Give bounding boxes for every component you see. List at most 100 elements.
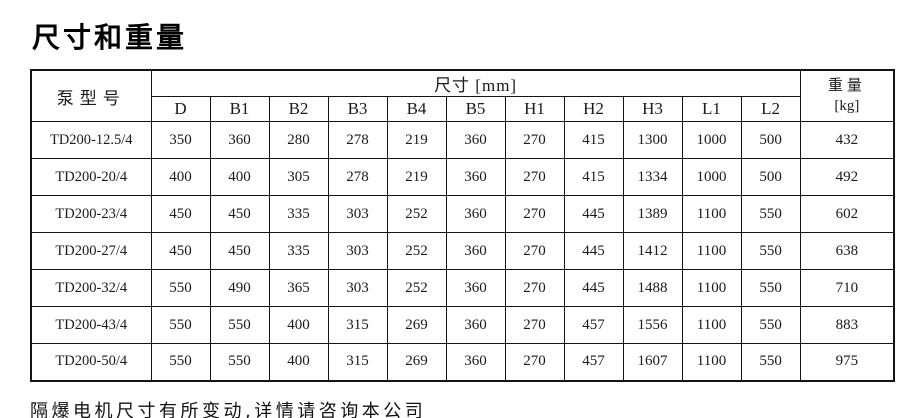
dimension-cell: 270 [504, 195, 565, 233]
dim-column-header: B4 [386, 96, 447, 122]
dimension-cell: 457 [563, 343, 624, 381]
dimension-cell: 500 [740, 121, 801, 159]
dimension-cell: 1100 [681, 195, 742, 233]
dimension-cell: 360 [445, 343, 506, 381]
weight-header-line2: [kg] [834, 98, 860, 114]
pump-model-cell: TD200-27/4 [30, 232, 152, 270]
table-header: 泵型号 尺寸 [mm] 重量 [kg] D B1 B2 B3 B4 B5 H1 H2 H3 L1 L… [30, 69, 895, 122]
dimension-cell: 252 [386, 232, 447, 270]
dimension-cell: 550 [740, 232, 801, 270]
weight-header-line1: 重量 [827, 77, 866, 94]
dimension-cell: 1000 [681, 158, 742, 196]
dimension-cell: 270 [504, 232, 565, 270]
weight-header: 重量 [kg] [799, 69, 895, 122]
dimension-cell: 360 [209, 121, 270, 159]
dim-column-header: L2 [740, 96, 801, 122]
dimension-cell: 1607 [622, 343, 683, 381]
dimension-cell: 252 [386, 269, 447, 307]
pump-model-header: 泵型号 [30, 69, 152, 122]
table-row: TD200-27/4 450 450 335 303 252 360 270 445 1412 11… [30, 232, 895, 270]
dim-column-header: D [150, 96, 211, 122]
dimension-cell: 360 [445, 195, 506, 233]
dimension-cell: 445 [563, 232, 624, 270]
pump-model-cell: TD200-23/4 [30, 195, 152, 233]
dim-column-header: B2 [268, 96, 329, 122]
dimension-cell: 1300 [622, 121, 683, 159]
dim-column-header: H3 [622, 96, 683, 122]
dimension-cell: 303 [327, 232, 388, 270]
footer-note: 隔爆电机尺寸有所变动,详情请咨询本公司 [30, 400, 427, 418]
dimension-cell: 415 [563, 158, 624, 196]
dimension-cell: 400 [268, 306, 329, 344]
dimension-cell: 1100 [681, 306, 742, 344]
dimension-cell: 219 [386, 121, 447, 159]
pump-model-cell: TD200-50/4 [30, 343, 152, 381]
dimension-cell: 315 [327, 306, 388, 344]
table-row: TD200-50/4 550 550 400 315 269 360 270 457 1607 11… [30, 343, 895, 381]
dim-column-header: B5 [445, 96, 506, 122]
dimension-cell: 400 [150, 158, 211, 196]
dimensions-group-header: 尺寸 [mm] [150, 69, 801, 97]
dim-column-header: H2 [563, 96, 624, 122]
dimension-cell: 400 [268, 343, 329, 381]
dimension-cell: 550 [740, 269, 801, 307]
dimension-cell: 445 [563, 195, 624, 233]
weight-cell: 432 [799, 121, 895, 159]
dimension-cell: 1100 [681, 343, 742, 381]
dimension-cell: 360 [445, 158, 506, 196]
dimension-cell: 550 [150, 269, 211, 307]
dimension-cell: 550 [740, 343, 801, 381]
dimension-cell: 278 [327, 121, 388, 159]
weight-cell: 883 [799, 306, 895, 344]
dim-column-header: H1 [504, 96, 565, 122]
dimension-cell: 550 [740, 306, 801, 344]
dimension-cell: 400 [209, 158, 270, 196]
dimension-cell: 335 [268, 195, 329, 233]
dimension-cell: 360 [445, 306, 506, 344]
dimension-cell: 1000 [681, 121, 742, 159]
dimension-cell: 550 [209, 343, 270, 381]
dim-column-header: L1 [681, 96, 742, 122]
dimension-cell: 457 [563, 306, 624, 344]
dimension-cell: 1556 [622, 306, 683, 344]
dimension-cell: 415 [563, 121, 624, 159]
dimension-cell: 335 [268, 232, 329, 270]
weight-cell: 975 [799, 343, 895, 381]
table-row: TD200-43/4 550 550 400 315 269 360 270 457 1556 11… [30, 306, 895, 344]
dimension-cell: 550 [150, 343, 211, 381]
dimension-cell: 252 [386, 195, 447, 233]
dimension-cell: 219 [386, 158, 447, 196]
weight-cell: 710 [799, 269, 895, 307]
dimension-cell: 1100 [681, 232, 742, 270]
dimension-cell: 315 [327, 343, 388, 381]
dimension-cell: 550 [150, 306, 211, 344]
dimension-cell: 270 [504, 121, 565, 159]
dimension-cell: 360 [445, 232, 506, 270]
dimension-cell: 270 [504, 306, 565, 344]
dimension-cell: 1334 [622, 158, 683, 196]
table-row: TD200-32/4 550 490 365 303 252 360 270 445 1488 11… [30, 269, 895, 307]
dimension-cell: 450 [150, 232, 211, 270]
dimension-cell: 270 [504, 158, 565, 196]
dimension-cell: 360 [445, 121, 506, 159]
dimension-cell: 1100 [681, 269, 742, 307]
weight-cell: 602 [799, 195, 895, 233]
dimension-cell: 445 [563, 269, 624, 307]
weight-cell: 492 [799, 158, 895, 196]
dimensions-weight-table: 泵型号 尺寸 [mm] 重量 [kg] D B1 B2 B3 B4 B5 H1 H2 H3 L1 L… [30, 69, 896, 382]
dimension-cell: 350 [150, 121, 211, 159]
dimension-cell: 450 [209, 195, 270, 233]
header-row-1: 泵型号 尺寸 [mm] 重量 [kg] [30, 69, 895, 122]
dim-column-header: B3 [327, 96, 388, 122]
dimension-cell: 278 [327, 158, 388, 196]
dimension-cell: 1412 [622, 232, 683, 270]
table-body: TD200-12.5/4 350 360 280 278 219 360 270 415 1300… [30, 121, 895, 381]
dimension-cell: 269 [386, 343, 447, 381]
table-row: TD200-23/4 450 450 335 303 252 360 270 445 1389 11… [30, 195, 895, 233]
dimension-cell: 303 [327, 195, 388, 233]
dimension-cell: 1488 [622, 269, 683, 307]
dimension-cell: 365 [268, 269, 329, 307]
dimension-cell: 550 [740, 195, 801, 233]
dimension-cell: 450 [209, 232, 270, 270]
